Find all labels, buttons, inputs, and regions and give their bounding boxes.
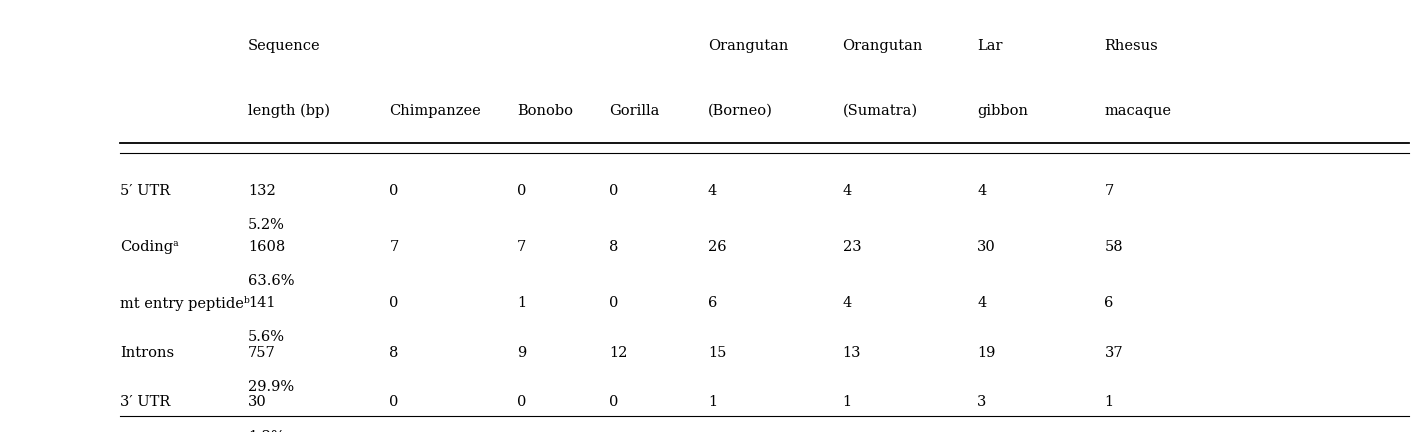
Text: 132: 132	[248, 184, 276, 197]
Text: 26: 26	[708, 240, 726, 254]
Text: 1: 1	[517, 296, 525, 310]
Text: Gorilla: Gorilla	[609, 104, 660, 118]
Text: 4: 4	[977, 296, 987, 310]
Text: 5′ UTR: 5′ UTR	[120, 184, 170, 197]
Text: 7: 7	[1104, 184, 1114, 197]
Text: gibbon: gibbon	[977, 104, 1028, 118]
Text: macaque: macaque	[1104, 104, 1171, 118]
Text: 29.9%: 29.9%	[248, 380, 295, 394]
Text: Orangutan: Orangutan	[708, 39, 789, 53]
Text: Rhesus: Rhesus	[1104, 39, 1158, 53]
Text: 1: 1	[843, 395, 851, 409]
Text: 0: 0	[609, 296, 619, 310]
Text: 1: 1	[1104, 395, 1113, 409]
Text: 23: 23	[843, 240, 861, 254]
Text: 0: 0	[609, 395, 619, 409]
Text: 7: 7	[389, 240, 399, 254]
Text: 0: 0	[389, 296, 399, 310]
Text: 19: 19	[977, 346, 995, 359]
Text: 1.2%: 1.2%	[248, 430, 285, 432]
Text: 4: 4	[843, 184, 852, 197]
Text: 0: 0	[517, 395, 527, 409]
Text: 30: 30	[248, 395, 266, 409]
Text: 12: 12	[609, 346, 627, 359]
Text: Chimpanzee: Chimpanzee	[389, 104, 481, 118]
Text: 3′ UTR: 3′ UTR	[120, 395, 170, 409]
Text: 5.2%: 5.2%	[248, 218, 285, 232]
Text: 757: 757	[248, 346, 276, 359]
Text: 1608: 1608	[248, 240, 285, 254]
Text: Orangutan: Orangutan	[843, 39, 923, 53]
Text: 7: 7	[517, 240, 527, 254]
Text: Codingᵃ: Codingᵃ	[120, 240, 178, 254]
Text: Sequence: Sequence	[248, 39, 320, 53]
Text: Bonobo: Bonobo	[517, 104, 573, 118]
Text: 63.6%: 63.6%	[248, 274, 295, 288]
Text: (Borneo): (Borneo)	[708, 104, 773, 118]
Text: Introns: Introns	[120, 346, 174, 359]
Text: 8: 8	[389, 346, 399, 359]
Text: 6: 6	[708, 296, 718, 310]
Text: 4: 4	[843, 296, 852, 310]
Text: 3: 3	[977, 395, 987, 409]
Text: 1: 1	[708, 395, 716, 409]
Text: 0: 0	[517, 184, 527, 197]
Text: 4: 4	[977, 184, 987, 197]
Text: 15: 15	[708, 346, 726, 359]
Text: length (bp): length (bp)	[248, 104, 330, 118]
Text: 0: 0	[609, 184, 619, 197]
Text: 30: 30	[977, 240, 995, 254]
Text: (Sumatra): (Sumatra)	[843, 104, 918, 118]
Text: 13: 13	[843, 346, 861, 359]
Text: 0: 0	[389, 184, 399, 197]
Text: 141: 141	[248, 296, 275, 310]
Text: Lar: Lar	[977, 39, 1003, 53]
Text: 37: 37	[1104, 346, 1123, 359]
Text: mt entry peptideᵇ: mt entry peptideᵇ	[120, 296, 251, 311]
Text: 9: 9	[517, 346, 527, 359]
Text: 6: 6	[1104, 296, 1114, 310]
Text: 8: 8	[609, 240, 619, 254]
Text: 0: 0	[389, 395, 399, 409]
Text: 5.6%: 5.6%	[248, 330, 285, 344]
Text: 58: 58	[1104, 240, 1123, 254]
Text: 4: 4	[708, 184, 718, 197]
